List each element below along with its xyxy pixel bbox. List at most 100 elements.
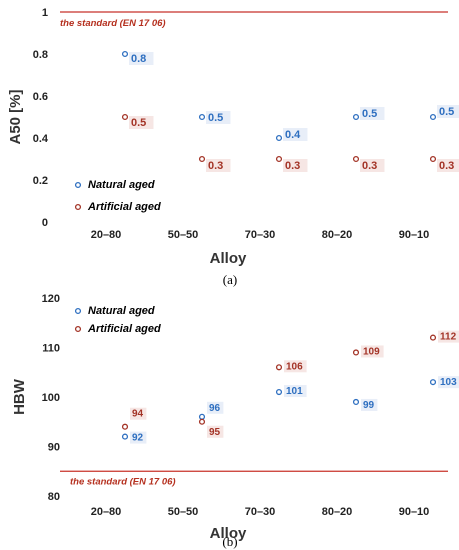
- x-category-label: 80–20: [322, 506, 353, 518]
- legend-label-natural: Natural aged: [88, 179, 155, 191]
- legend-marker-artificial: [74, 203, 82, 211]
- data-label-artificial: 109: [363, 346, 380, 357]
- data-point-artificial: [352, 155, 360, 163]
- data-label-background: [130, 407, 147, 420]
- data-label-background: [360, 159, 385, 172]
- x-category-label: 80–20: [322, 229, 353, 241]
- legend-marker-natural: [74, 307, 82, 315]
- x-category-label: 50–50: [168, 229, 199, 241]
- data-point-artificial: [352, 349, 360, 356]
- data-label-background: [438, 330, 459, 343]
- data-point-natural: [429, 379, 437, 386]
- panel-label: (b): [222, 534, 237, 549]
- data-label-natural: 0.5: [439, 106, 454, 118]
- data-label-background: [129, 52, 154, 65]
- data-point-natural: [275, 389, 283, 396]
- data-label-natural: 101: [286, 386, 303, 397]
- x-category-label: 20–80: [91, 506, 122, 518]
- data-label-artificial: 0.3: [208, 160, 223, 172]
- legend-marker-natural: [74, 181, 82, 189]
- data-label-natural: 0.4: [285, 129, 301, 141]
- data-label-background: [284, 360, 307, 373]
- data-label-natural: 0.8: [131, 53, 146, 65]
- data-label-background: [129, 116, 154, 129]
- data-point-natural: [429, 113, 437, 121]
- y-tick-label: 0.2: [33, 175, 48, 187]
- y-tick-label: 100: [42, 392, 60, 404]
- x-axis-title: Alloy: [210, 525, 247, 542]
- y-tick-label: 90: [48, 442, 60, 454]
- data-label-background: [361, 398, 378, 411]
- y-tick-label: 120: [42, 293, 60, 305]
- data-point-artificial: [275, 364, 283, 371]
- panel-label: (a): [223, 272, 237, 287]
- y-axis-title: HBW: [11, 378, 28, 415]
- data-label-artificial: 94: [132, 409, 144, 420]
- data-label-background: [283, 159, 308, 172]
- data-label-background: [360, 107, 385, 120]
- data-label-natural: 92: [132, 433, 144, 444]
- data-label-background: [283, 128, 308, 141]
- data-point-natural: [121, 50, 129, 58]
- data-point-artificial: [429, 155, 437, 163]
- data-label-artificial: 106: [286, 361, 303, 372]
- data-label-background: [206, 159, 231, 172]
- data-label-natural: 103: [440, 377, 457, 388]
- data-point-natural: [198, 113, 206, 121]
- data-point-artificial: [121, 113, 129, 121]
- x-axis-title: Alloy: [210, 250, 247, 267]
- data-point-natural: [121, 433, 129, 440]
- legend-label-artificial: Artificial aged: [87, 201, 161, 213]
- data-label-natural: 0.5: [362, 108, 377, 120]
- data-point-natural: [198, 413, 206, 420]
- data-label-background: [130, 431, 147, 444]
- data-label-artificial: 0.3: [285, 160, 300, 172]
- data-label-background: [207, 401, 224, 414]
- y-tick-label: 1: [42, 7, 48, 19]
- legend-label-artificial: Artificial aged: [87, 323, 161, 335]
- data-label-artificial: 0.5: [131, 117, 146, 129]
- chart-a: the standard (EN 17 06) 0 0.2 0.4 0.6 0.8 1 20–…: [7, 7, 459, 287]
- data-label-background: [361, 345, 384, 358]
- data-point-natural: [352, 398, 360, 405]
- data-label-natural: 96: [209, 403, 221, 414]
- x-category-label: 70–30: [245, 506, 276, 518]
- data-label-artificial: 0.3: [362, 160, 377, 172]
- data-point-artificial: [121, 423, 129, 430]
- data-label-background: [438, 376, 459, 389]
- x-category-label: 70–30: [245, 229, 276, 241]
- data-label-artificial: 95: [209, 427, 221, 438]
- x-category-label: 20–80: [91, 229, 122, 241]
- x-category-label: 90–10: [399, 506, 430, 518]
- y-tick-label: 110: [42, 343, 60, 355]
- data-point-artificial: [198, 418, 206, 425]
- y-tick-label: 0.6: [33, 91, 48, 103]
- data-label-background: [284, 385, 307, 398]
- data-point-natural: [352, 113, 360, 121]
- data-point-natural: [275, 134, 283, 142]
- y-tick-label: 80: [48, 491, 60, 503]
- data-label-natural: 0.5: [208, 112, 223, 124]
- standard-label: the standard (EN 17 06): [60, 18, 166, 29]
- data-label-background: [206, 111, 231, 124]
- data-point-artificial: [429, 334, 437, 341]
- data-label-background: [207, 425, 224, 438]
- legend-marker-artificial: [74, 325, 82, 333]
- data-point-artificial: [275, 155, 283, 163]
- y-tick-label: 0: [42, 217, 48, 229]
- data-point-artificial: [198, 155, 206, 163]
- data-label-natural: 99: [363, 400, 375, 411]
- data-label-background: [437, 159, 459, 172]
- y-tick-label: 0.4: [33, 133, 49, 145]
- data-label-artificial: 0.3: [439, 160, 454, 172]
- chart-b: the standard (EN 17 06) 80 90 100 110 120 20–8…: [11, 293, 459, 549]
- legend-label-natural: Natural aged: [88, 305, 155, 317]
- data-label-artificial: 112: [440, 332, 457, 343]
- standard-label: the standard (EN 17 06): [70, 476, 176, 487]
- x-category-label: 90–10: [399, 229, 430, 241]
- x-category-label: 50–50: [168, 506, 199, 518]
- data-label-background: [437, 105, 459, 118]
- y-axis-title: A50 [%]: [7, 89, 24, 144]
- y-tick-label: 0.8: [33, 49, 48, 61]
